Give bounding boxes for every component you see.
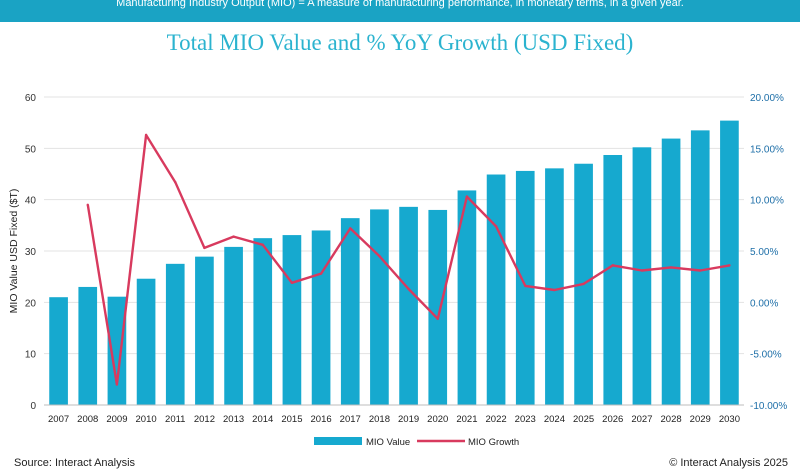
y2-tick-label: -10.00% (750, 401, 787, 412)
bar (49, 297, 68, 405)
bar (370, 209, 389, 405)
y2-tick-label: -5.00% (750, 350, 782, 361)
x-tick-label: 2016 (311, 414, 332, 425)
x-tick-label: 2027 (631, 414, 652, 425)
growth-point (144, 133, 148, 137)
y2-tick-label: 10.00% (750, 196, 784, 207)
growth-point (203, 246, 206, 250)
y2-tick-label: 0.00% (750, 298, 778, 309)
bar (603, 155, 623, 405)
x-tick-label: 2030 (719, 414, 740, 425)
bar (428, 209, 448, 405)
bar (136, 278, 156, 405)
x-tick-label: 2023 (515, 414, 536, 425)
y2-tick-label: 20.00% (750, 93, 784, 104)
x-tick-label: 2011 (165, 414, 185, 425)
growth-point (553, 288, 556, 292)
axes: 0102030405060-10.00%-5.00%0.00%5.00%10.0… (8, 93, 787, 425)
growth-point (407, 287, 410, 291)
growth-point (582, 282, 585, 286)
y-tick-label: 0 (30, 401, 36, 412)
x-tick-label: 2013 (223, 414, 244, 425)
legend: MIO Value MIO Growth (314, 437, 519, 448)
x-tick-label: 2026 (602, 414, 623, 425)
copyright-note: © Interact Analysis 2025 (669, 457, 788, 469)
x-tick-label: 2008 (77, 414, 98, 425)
bar (515, 170, 535, 405)
x-tick-label: 2015 (281, 414, 302, 425)
x-tick-label: 2012 (194, 414, 215, 425)
y-tick-label: 60 (25, 93, 37, 104)
x-tick-label: 2019 (398, 414, 419, 425)
growth-point (115, 383, 119, 386)
legend-label-mio-growth: MIO Growth (468, 437, 519, 448)
growth-point (611, 264, 614, 267)
growth-point (524, 284, 527, 288)
growth-point (465, 195, 469, 198)
bar (690, 130, 710, 405)
y-axis-title: MIO Value USD Fixed ($T) (8, 189, 20, 314)
growth-point (86, 203, 89, 206)
source-note: Source: Interact Analysis (14, 457, 136, 469)
growth-point (232, 235, 235, 238)
y2-tick-label: 15.00% (750, 144, 784, 155)
x-tick-label: 2022 (486, 414, 507, 425)
growth-point (669, 266, 673, 269)
growth-point (319, 272, 323, 275)
x-tick-label: 2010 (136, 414, 157, 425)
y-tick-label: 30 (25, 247, 37, 258)
bar (195, 256, 214, 405)
x-tick-label: 2028 (661, 414, 682, 425)
bar (107, 296, 127, 405)
x-tick-label: 2024 (544, 414, 565, 425)
growth-point (494, 225, 498, 228)
chart-title: Total MIO Value and % YoY Growth (USD Fi… (166, 30, 634, 55)
line-series (86, 133, 731, 386)
bar (78, 286, 98, 405)
x-tick-label: 2018 (369, 414, 390, 425)
definition-banner-text: Manufacturing Industry Output (MIO) = A … (116, 0, 684, 9)
x-tick-label: 2020 (427, 414, 448, 425)
bar (457, 190, 477, 405)
y-tick-label: 10 (25, 350, 37, 361)
bar (545, 168, 564, 405)
x-tick-label: 2017 (340, 414, 361, 425)
x-tick-label: 2009 (106, 414, 127, 425)
x-tick-label: 2025 (573, 414, 594, 425)
bar (311, 230, 331, 405)
x-tick-label: 2014 (252, 414, 273, 425)
growth-point (290, 281, 294, 285)
bar (224, 246, 243, 405)
y-tick-label: 20 (25, 298, 37, 309)
growth-point (349, 227, 352, 230)
bar (165, 263, 185, 405)
bar-series (49, 120, 739, 405)
bar (399, 206, 418, 405)
bar (282, 235, 302, 405)
bar (253, 238, 273, 405)
y2-tick-label: 5.00% (750, 247, 778, 258)
x-tick-label: 2021 (456, 414, 477, 425)
y-tick-label: 40 (25, 196, 37, 207)
legend-swatch-mio-value (314, 437, 362, 445)
bar (720, 120, 739, 405)
growth-point (640, 269, 644, 272)
definition-banner: Manufacturing Industry Output (MIO) = A … (0, 0, 800, 22)
x-tick-label: 2029 (690, 414, 711, 425)
growth-point (378, 254, 381, 258)
growth-point (436, 317, 439, 320)
bar (632, 147, 652, 405)
growth-point (174, 181, 177, 184)
growth-point (728, 264, 731, 267)
legend-label-mio-value: MIO Value (366, 437, 410, 448)
growth-point (261, 243, 264, 247)
bar (340, 218, 360, 405)
bar (486, 174, 506, 405)
bar (661, 138, 681, 405)
growth-point (699, 269, 702, 272)
y-tick-label: 50 (25, 144, 37, 155)
x-tick-label: 2007 (48, 414, 69, 425)
